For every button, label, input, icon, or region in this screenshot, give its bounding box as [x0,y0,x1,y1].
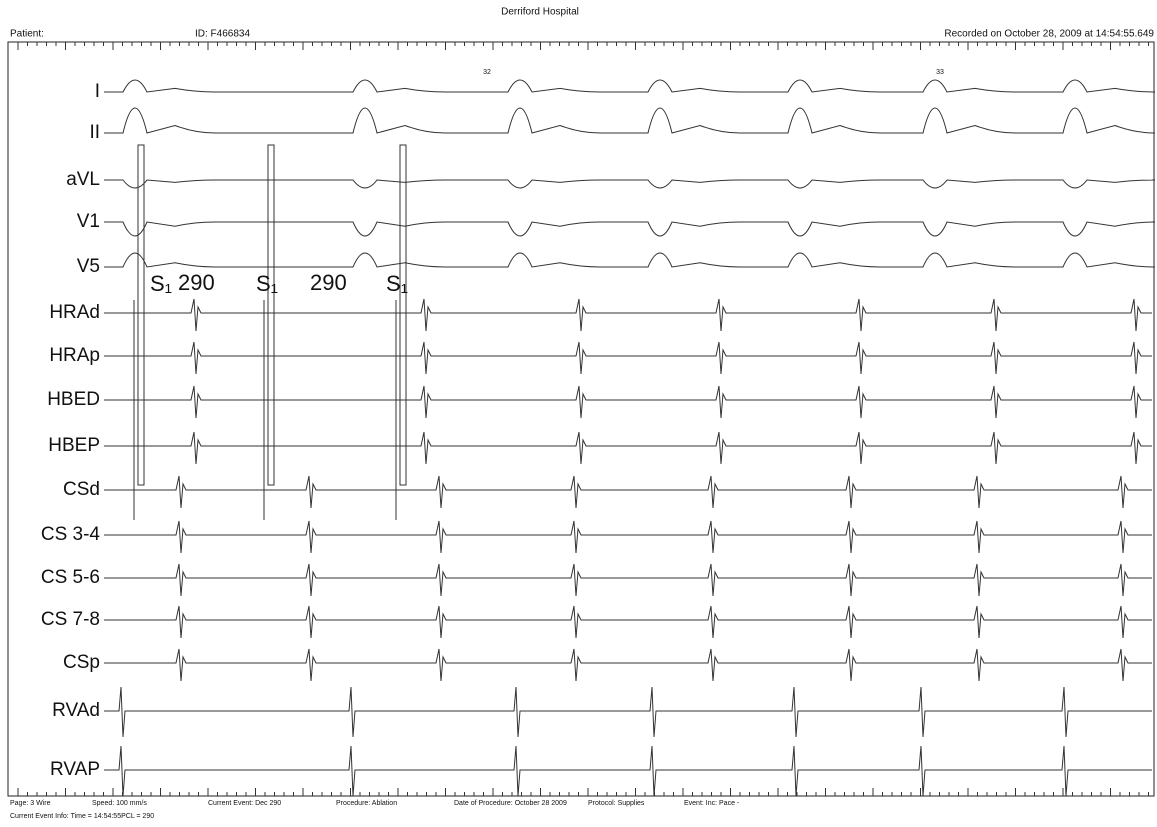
waveform [104,648,1152,682]
channel-label: aVL [66,169,100,190]
patient: Patient: [10,29,44,40]
footer: Page: 3 Wire Speed: 100 mm/s Current Event… [10,800,740,807]
waveform [104,107,1156,134]
channel-label: HRAd [49,302,100,323]
waveform [104,605,1152,639]
footer-field: Procedure: Ablation [336,800,397,807]
channel-label: HBEP [48,435,100,456]
patient-id: ID: F466834 [195,29,250,40]
channel-label: II [89,122,100,143]
footer-field: Protocol: Supplies [588,800,645,807]
waveform [104,563,1152,597]
pacing-artifact [267,144,275,486]
waveform [104,745,1152,797]
pacing-artifact [399,144,407,486]
waveform [104,179,1156,189]
time-ticks [17,42,1149,796]
recorded: Recorded on October 28, 2009 at 14:54:55… [944,29,1154,40]
footer-field: Page: 3 Wire [10,800,51,807]
channel-label: CSd [63,479,100,500]
footer-field: Speed: 100 mm/s [92,800,147,807]
annotation: S₁ [386,271,408,296]
waveform [104,341,1152,375]
channel-label: CS 5-6 [41,567,100,588]
annotation: S₁ [150,271,172,296]
channel-label: I [95,81,100,102]
annotation: S₁ [256,271,278,296]
waveform [104,221,1156,237]
waveform [104,475,1152,509]
time-marker: 32 [483,69,491,76]
annotation: 290 [310,270,347,295]
waveform [104,520,1152,554]
channel-label: RVAP [50,759,100,780]
footer-field: Date of Procedure: October 28 2009 [454,800,567,807]
waveform [104,252,1156,268]
channel-label: V5 [77,256,100,277]
footer-field: Current Event: Dec 290 [208,800,281,807]
annotation: 290 [178,270,215,295]
waveforms [104,79,1156,797]
channel-label: HRAp [49,345,100,366]
pacing-artifact [137,144,145,486]
footer-field: Event: Inc: Pace - [684,800,740,807]
footer-info: Current Event Info: Time = 14:54:55PCL =… [10,813,154,820]
waveform [104,385,1152,419]
channel-label: RVAd [52,700,100,721]
hospital: Derriford Hospital [501,7,579,18]
waveform [104,686,1152,738]
channel-label: CSp [63,652,100,673]
waveform [104,298,1152,332]
channel-label: HBED [47,389,100,410]
trace-frame [7,41,1155,797]
waveform [104,431,1152,465]
channel-label: CS 7-8 [41,609,100,630]
channel-label: V1 [77,211,100,232]
channel-label: CS 3-4 [41,524,101,545]
waveform [104,79,1156,93]
time-marker: 33 [936,69,944,76]
